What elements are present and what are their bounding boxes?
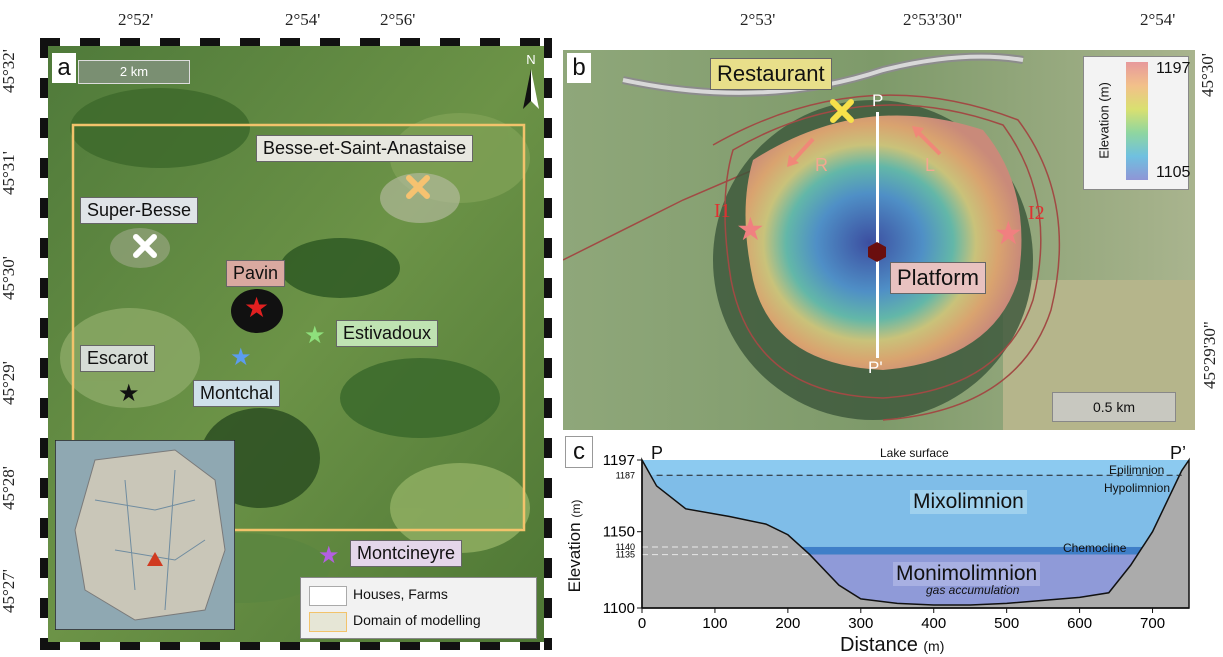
label-escarot: Escarot xyxy=(80,345,156,372)
x-axis-label-text: Distance xyxy=(840,634,918,656)
panel-letter-c: c xyxy=(565,436,593,468)
label-mixolimnion: Mixolimnion xyxy=(910,490,1027,514)
label-epilimnion: Epilimnion xyxy=(1109,463,1165,477)
besse-marker-icon xyxy=(406,175,430,199)
lon-tick: 2°56' xyxy=(380,10,416,29)
i1-star-icon: ★ xyxy=(736,211,765,247)
montchal-star-icon: ★ xyxy=(230,344,252,371)
label-besse: Besse-et-Saint-Anastaise xyxy=(256,135,474,162)
x-tick-label: 100 xyxy=(702,615,727,632)
y-tick-label: 1150 xyxy=(603,524,635,541)
x-tick-label: 0 xyxy=(638,615,646,632)
lon-tick: 2°53' xyxy=(740,10,776,29)
north-label: N xyxy=(526,52,536,67)
label-i2: I2 xyxy=(1028,202,1045,224)
scale-bar-a: 2 km xyxy=(78,60,190,84)
x-tick-label: 200 xyxy=(775,615,800,632)
legend-a: Houses, Farms Domain of modelling xyxy=(300,577,537,639)
lat-tick: 45°31' xyxy=(0,151,18,195)
arrow-l-icon xyxy=(912,126,942,156)
label-p: P xyxy=(872,91,884,110)
x-axis-label-unit: (m) xyxy=(923,638,945,654)
panel-letter-a: a xyxy=(52,53,76,83)
i2-star-icon: ★ xyxy=(994,215,1023,251)
houses-swatch xyxy=(309,586,347,606)
lat-tick: 45°29' xyxy=(0,361,18,405)
legend-houses: Houses, Farms xyxy=(353,586,448,602)
label-lake-surface: Lake surface xyxy=(880,446,949,460)
y-axis-label-text: Elevation xyxy=(565,522,584,593)
y-tick-label: 1100 xyxy=(603,600,635,617)
label-i1: I1 xyxy=(714,200,731,222)
lon-tick: 2°53'30" xyxy=(903,10,963,29)
lat-tick: 45°30' xyxy=(1198,53,1217,97)
y-tick-label: 1197 xyxy=(603,452,635,469)
lat-tick: 45°28' xyxy=(0,466,18,510)
platform-marker-icon xyxy=(868,242,886,262)
layer-epilimnion xyxy=(642,460,1189,476)
x-tick-label: 400 xyxy=(921,615,946,632)
label-c-p-prime: P’ xyxy=(1170,443,1187,463)
x-tick-label: 300 xyxy=(848,615,873,632)
colorbar-max: 1197 xyxy=(1156,60,1191,77)
x-tick-label: 700 xyxy=(1140,615,1165,632)
y-minor-tick-label: 1187 xyxy=(616,470,635,480)
label-montcineyre: Montcineyre xyxy=(350,540,463,567)
lat-tick: 45°29'30" xyxy=(1200,321,1219,389)
lon-tick: 2°52' xyxy=(118,10,154,29)
profile-line xyxy=(876,112,879,358)
lat-tick: 45°30' xyxy=(0,256,18,300)
label-hypolimnion: Hypolimnion xyxy=(1104,481,1171,495)
x-tick-label: 500 xyxy=(994,615,1019,632)
label-pavin: Pavin xyxy=(226,260,286,287)
label-restaurant: Restaurant xyxy=(710,58,832,90)
scale-bar-b: 0.5 km xyxy=(1052,392,1176,422)
label-monimolimnion: Monimolimnion xyxy=(893,562,1041,586)
colorbar-box: 1197 1105 Elevation (m) xyxy=(1083,56,1191,190)
north-arrow: N xyxy=(520,52,542,112)
pavin-star-icon: ★ xyxy=(244,292,270,323)
label-chemocline: Chemocline xyxy=(1063,541,1127,555)
label-platform: Platform xyxy=(890,262,986,294)
domain-swatch xyxy=(309,612,347,632)
label-l: L xyxy=(925,155,936,175)
label-c-p: P xyxy=(651,443,664,463)
y-minor-tick-label: 1140 xyxy=(616,542,635,552)
label-p-prime: P' xyxy=(868,358,883,377)
label-montchal: Montchal xyxy=(193,380,281,407)
x-tick-label: 600 xyxy=(1067,615,1092,632)
montcineyre-star-icon: ★ xyxy=(318,542,340,569)
superbesse-marker-icon xyxy=(133,234,157,258)
lat-tick: 45°32' xyxy=(0,49,18,93)
label-gas: gas accumulation xyxy=(926,583,1020,597)
label-estivadoux: Estivadoux xyxy=(336,320,439,347)
inset-france-map xyxy=(55,440,235,630)
escarot-star-icon: ★ xyxy=(118,380,140,407)
restaurant-marker-icon xyxy=(830,99,854,123)
estivadoux-star-icon: ★ xyxy=(304,322,326,349)
x-axis-label: Distance (m) xyxy=(840,634,944,657)
y-axis-label-unit: (m) xyxy=(569,499,583,518)
label-r: R xyxy=(815,155,828,175)
lakebed-ground xyxy=(641,457,1190,609)
panel-letter-b: b xyxy=(567,53,591,83)
colorbar-min: 1105 xyxy=(1156,164,1191,181)
north-arrow-icon xyxy=(523,69,539,109)
colorbar-title: Elevation (m) xyxy=(1096,82,1112,159)
y-axis-label: Elevation (m) xyxy=(565,486,585,606)
lon-tick: 2°54' xyxy=(1140,10,1176,29)
lat-tick: 45°27' xyxy=(0,569,18,613)
y-minor-tick-label: 1135 xyxy=(616,550,635,560)
layer-chemocline xyxy=(642,546,1189,555)
lon-tick: 2°54' xyxy=(285,10,321,29)
colorbar-gradient xyxy=(1126,62,1148,180)
arrow-r-icon xyxy=(787,137,815,167)
legend-domain: Domain of modelling xyxy=(353,612,481,628)
label-superbesse: Super-Besse xyxy=(80,197,199,224)
